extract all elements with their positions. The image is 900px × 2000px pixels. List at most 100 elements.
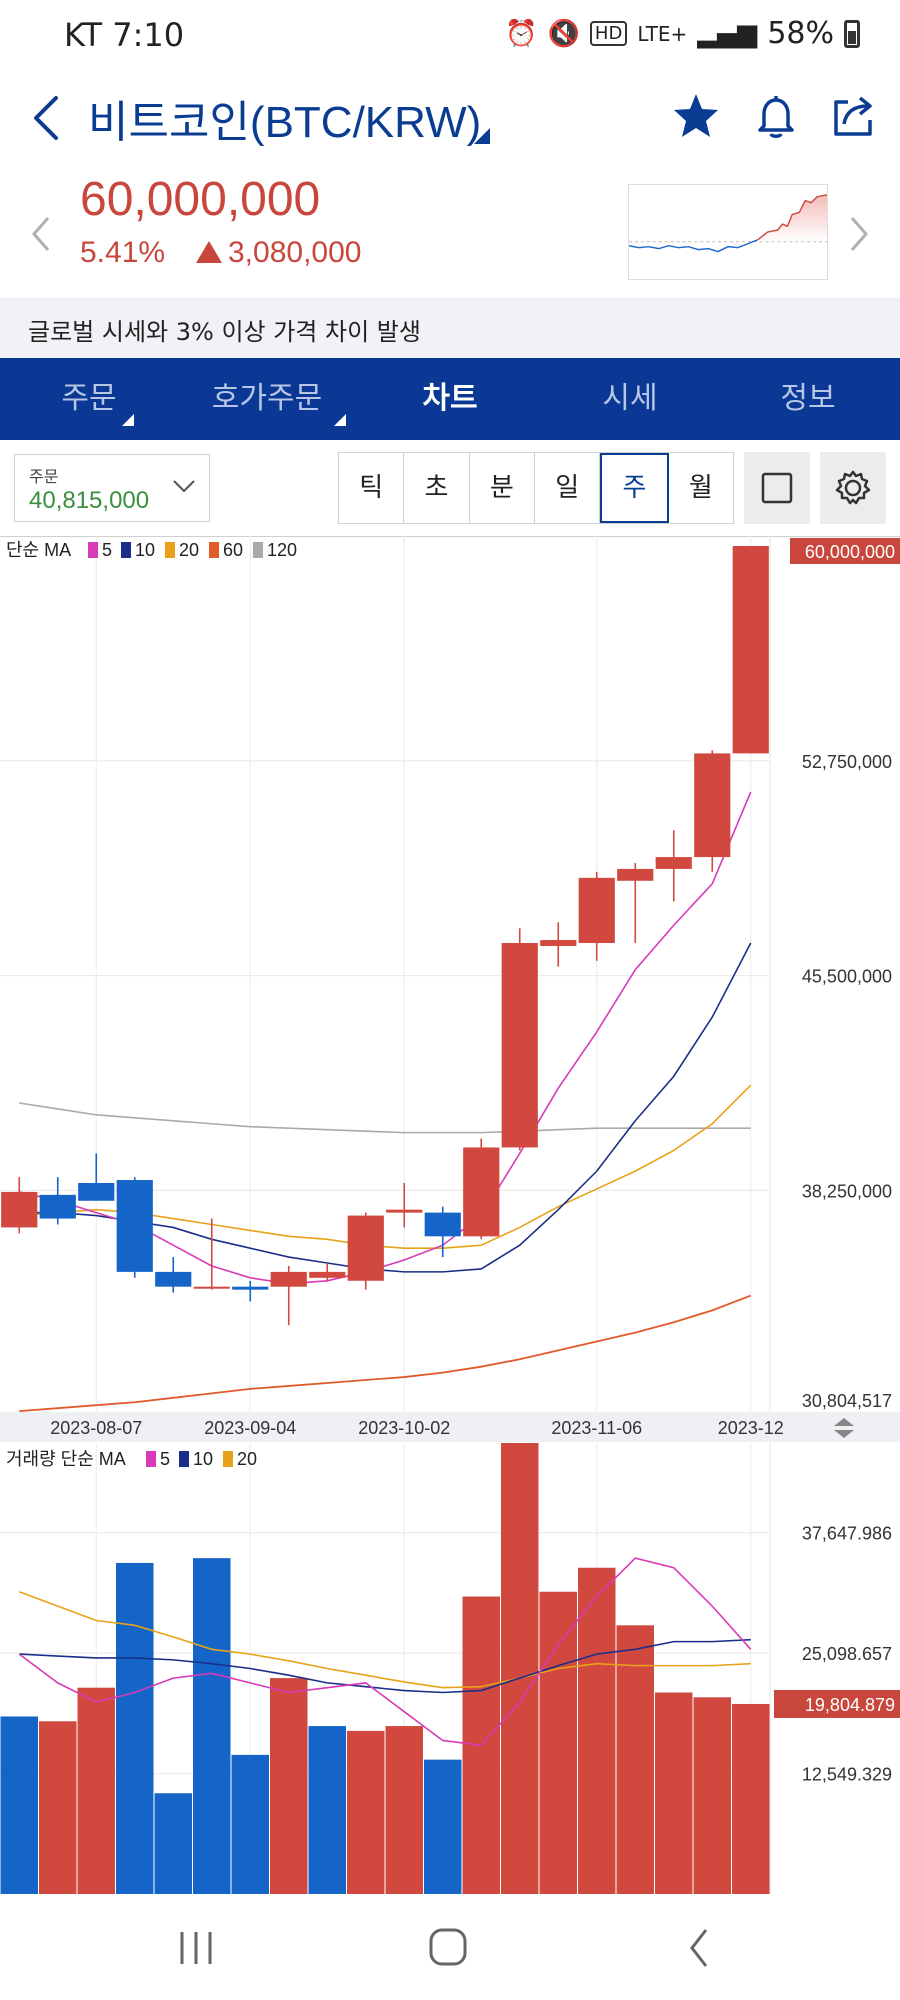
bell-icon[interactable]	[748, 88, 804, 144]
candle-body	[270, 1271, 307, 1287]
back-icon[interactable]	[26, 88, 66, 148]
recent-apps-icon[interactable]	[166, 1920, 226, 1976]
candle-body	[617, 868, 654, 881]
x-axis-label: 2023-08-07	[50, 1418, 142, 1438]
ma60-line	[19, 1294, 752, 1413]
chart-controls: 주문 40,815,000 틱 초 분 일 주 월	[0, 440, 900, 536]
header: 비트코인(BTC/KRW)	[0, 72, 900, 172]
signal-icon: ▂▄▆	[697, 18, 758, 49]
tab-chart[interactable]: 차트	[356, 358, 544, 440]
price-chart-svg[interactable]: 52,750,000 45,500,000 38,250,000 30,804,517…	[0, 536, 900, 1896]
tab-order[interactable]: 주문	[0, 358, 178, 440]
status-bar: KT 7:10 ⏰ 🔇 HD LTE+ ▂▄▆ 58%	[0, 0, 900, 72]
tab-bar: 주문 호가주문 차트 시세 정보	[0, 358, 900, 440]
price-area: 60,000,000 5.41% 3,080,000	[0, 172, 900, 296]
carrier-time: KT 7:10	[64, 16, 185, 54]
chart-area[interactable]: 52,750,000 45,500,000 38,250,000 30,804,517…	[0, 536, 900, 1896]
chevron-down-icon	[173, 480, 195, 493]
home-icon[interactable]	[418, 1920, 478, 1976]
candle-body	[193, 1286, 230, 1289]
candle-body	[694, 753, 731, 858]
period-second-button[interactable]: 초	[404, 453, 470, 523]
current-price: 60,000,000	[80, 173, 321, 226]
candle-body	[386, 1209, 423, 1213]
battery-percent: 58%	[767, 16, 834, 51]
candle-body	[232, 1286, 269, 1290]
volume-y-tick-label: 37,647.986	[802, 1524, 892, 1544]
period-minute-button[interactable]: 분	[469, 453, 535, 523]
volume-bar	[616, 1625, 654, 1894]
price-legend-label: 60	[223, 540, 243, 560]
tab-limit-order[interactable]: 호가주문	[178, 358, 356, 440]
candle-body	[540, 940, 577, 946]
candle-body	[116, 1180, 153, 1272]
volume-bar	[116, 1562, 154, 1894]
price-y-tick-label: 38,250,000	[802, 1181, 892, 1201]
price-legend-swatch	[253, 542, 263, 558]
tab-quotes[interactable]: 시세	[544, 358, 716, 440]
square-icon	[761, 472, 793, 504]
volume-bar	[424, 1759, 462, 1894]
volume-bar	[578, 1567, 616, 1894]
price-y-tick-label: 45,500,000	[802, 967, 892, 987]
tab-chart-label: 차트	[422, 381, 478, 416]
current-volume-tag-label: 19,804.879	[805, 1695, 895, 1715]
chart-settings-button[interactable]	[820, 452, 886, 524]
volume-y-tick-label: 12,549.329	[802, 1765, 892, 1785]
tab-info[interactable]: 정보	[716, 358, 900, 440]
period-month-button[interactable]: 월	[668, 453, 733, 523]
star-icon[interactable]	[668, 88, 724, 144]
back-nav-icon[interactable]	[670, 1920, 730, 1976]
tab-info-label: 정보	[780, 381, 836, 416]
volume-legend-prefix: 거래량 단순 MA	[6, 1449, 126, 1469]
candle-body	[1, 1191, 38, 1228]
page-title[interactable]: 비트코인(BTC/KRW)	[88, 98, 482, 147]
period-tick-button[interactable]: 틱	[339, 453, 405, 523]
price-legend-swatch	[165, 542, 175, 558]
title-dropdown-icon[interactable]	[474, 128, 490, 144]
next-coin-icon[interactable]	[844, 212, 874, 256]
price-legend-label: 120	[267, 540, 297, 560]
volume-legend-swatch	[223, 1451, 233, 1467]
alarm-icon: ⏰	[505, 18, 538, 49]
mini-price-chart[interactable]	[628, 184, 828, 280]
prev-coin-icon[interactable]	[26, 212, 56, 256]
candle-body	[655, 857, 692, 869]
current-volume-tag	[774, 1689, 900, 1718]
price-legend-swatch	[88, 542, 98, 558]
tab-order-label: 주문	[61, 381, 117, 416]
volume-bar	[385, 1726, 423, 1894]
order-price-select[interactable]: 주문 40,815,000	[14, 454, 210, 522]
volume-bar	[501, 1443, 539, 1894]
period-day-button[interactable]: 일	[534, 453, 601, 523]
pane-resize-up-icon	[834, 1418, 854, 1426]
volume-bar	[539, 1591, 577, 1894]
pane-resize-down-icon	[834, 1430, 854, 1438]
volume-ma10-line	[19, 1638, 751, 1694]
share-icon[interactable]	[826, 88, 882, 144]
status-icons: ⏰ 🔇 HD LTE+ ▂▄▆ 58%	[505, 16, 860, 51]
volume-bar	[193, 1558, 231, 1894]
current-price-tag	[790, 538, 900, 564]
volume-bar	[231, 1754, 269, 1894]
candle-body	[155, 1271, 192, 1287]
volume-bar	[270, 1678, 308, 1894]
period-selector: 틱 초 분 일 주 월	[338, 452, 734, 524]
volume-legend-label: 5	[160, 1449, 170, 1469]
volume-legend-label: 20	[237, 1449, 257, 1469]
period-week-button[interactable]: 주	[600, 453, 669, 523]
network-label: LTE+	[637, 21, 688, 46]
price-y-tick-label: 30,804,517	[802, 1391, 892, 1411]
volume-legend-swatch	[179, 1451, 189, 1467]
price-legend-label: 20	[179, 540, 199, 560]
price-legend-prefix: 단순 MA	[6, 540, 71, 560]
fullscreen-button[interactable]	[744, 452, 810, 524]
candle-body	[732, 546, 769, 754]
volume-bar	[308, 1726, 346, 1894]
tab-limit-order-caret-icon	[334, 414, 346, 426]
tab-limit-order-label: 호가주문	[211, 381, 323, 416]
price-legend-swatch	[121, 542, 131, 558]
x-axis-label: 2023-12	[718, 1418, 784, 1438]
x-axis-label: 2023-10-02	[358, 1418, 450, 1438]
volume-bar	[77, 1687, 115, 1894]
